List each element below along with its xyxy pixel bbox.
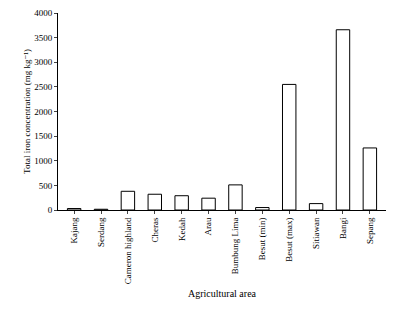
svg-text:0: 0	[48, 205, 53, 215]
svg-text:Agricultural area: Agricultural area	[188, 288, 257, 299]
svg-text:Kajang: Kajang	[69, 217, 79, 243]
svg-text:Total iron concentration (mg k: Total iron concentration (mg kg⁻¹)	[22, 49, 32, 174]
svg-text:Besut (min): Besut (min)	[257, 218, 267, 261]
svg-text:500: 500	[39, 181, 53, 191]
svg-text:Bumbung Lima: Bumbung Lima	[230, 218, 240, 275]
svg-text:3500: 3500	[34, 33, 53, 43]
svg-text:Sitiawan: Sitiawan	[311, 217, 321, 249]
svg-text:1500: 1500	[34, 131, 53, 141]
svg-text:2500: 2500	[34, 82, 53, 92]
svg-text:4000: 4000	[34, 8, 53, 18]
svg-text:Besut (max): Besut (max)	[284, 218, 294, 262]
svg-text:Sepang: Sepang	[365, 217, 375, 244]
svg-text:Bangi: Bangi	[338, 217, 348, 239]
svg-text:Kedah: Kedah	[177, 217, 187, 241]
svg-text:1000: 1000	[34, 156, 53, 166]
svg-text:Arau: Arau	[203, 217, 213, 235]
svg-text:Serdang: Serdang	[96, 217, 106, 247]
svg-text:3000: 3000	[34, 57, 53, 67]
svg-text:Cheras: Cheras	[150, 217, 160, 242]
svg-text:Cameron highland: Cameron highland	[123, 217, 133, 284]
svg-text:2000: 2000	[34, 107, 53, 117]
